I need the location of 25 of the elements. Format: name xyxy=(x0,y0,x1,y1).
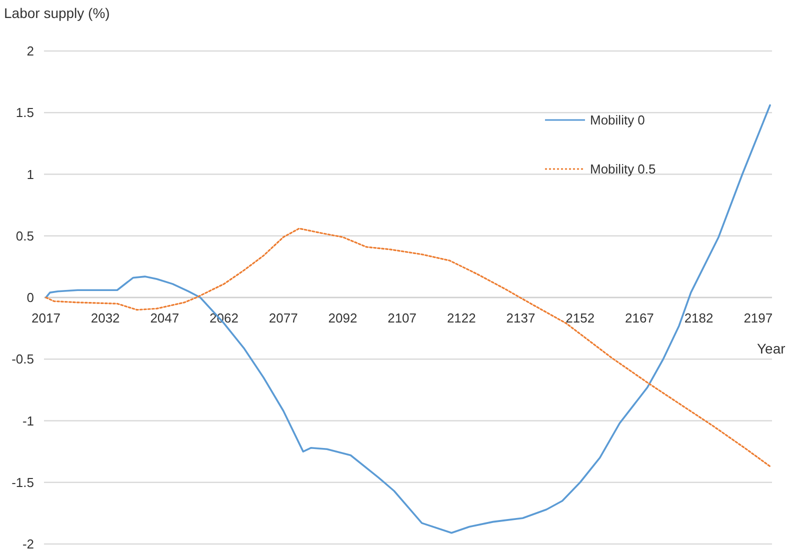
legend-label: Mobility 0 xyxy=(590,112,645,128)
x-tick-label: 2107 xyxy=(388,310,417,326)
x-tick-label: 2152 xyxy=(566,310,595,326)
x-tick-label: 2137 xyxy=(506,310,536,326)
x-tick-label: 2032 xyxy=(90,310,120,326)
x-tick-label: 2017 xyxy=(32,310,60,326)
y-tick-label: 2 xyxy=(26,44,34,59)
x-axis-title: Year xyxy=(757,340,786,356)
x-tick-label: 2122 xyxy=(446,310,476,326)
y-tick-label: 1 xyxy=(26,166,34,182)
y-tick-label: -0.5 xyxy=(12,352,34,367)
y-tick-label: 1.5 xyxy=(16,105,34,120)
y-tick-label: 0.5 xyxy=(16,228,34,244)
y-tick-label: -1.5 xyxy=(12,474,34,490)
y-tick-label: -2 xyxy=(22,536,34,552)
y-tick-label: 0 xyxy=(26,290,34,306)
y-tick-label: -1 xyxy=(22,413,34,428)
x-tick-label: 2077 xyxy=(268,310,298,326)
y-axis-title: Labor supply (%) xyxy=(4,5,110,21)
x-tick-label: 2092 xyxy=(328,310,358,326)
x-tick-label: 2197 xyxy=(744,310,773,326)
x-tick-label: 2182 xyxy=(684,310,714,326)
x-tick-label: 2047 xyxy=(150,310,180,326)
legend-label: Mobility 0.5 xyxy=(590,162,656,177)
x-tick-label: 2167 xyxy=(624,310,654,326)
